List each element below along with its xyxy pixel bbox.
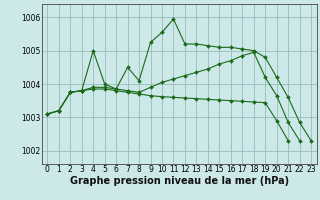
X-axis label: Graphe pression niveau de la mer (hPa): Graphe pression niveau de la mer (hPa) [70,176,289,186]
